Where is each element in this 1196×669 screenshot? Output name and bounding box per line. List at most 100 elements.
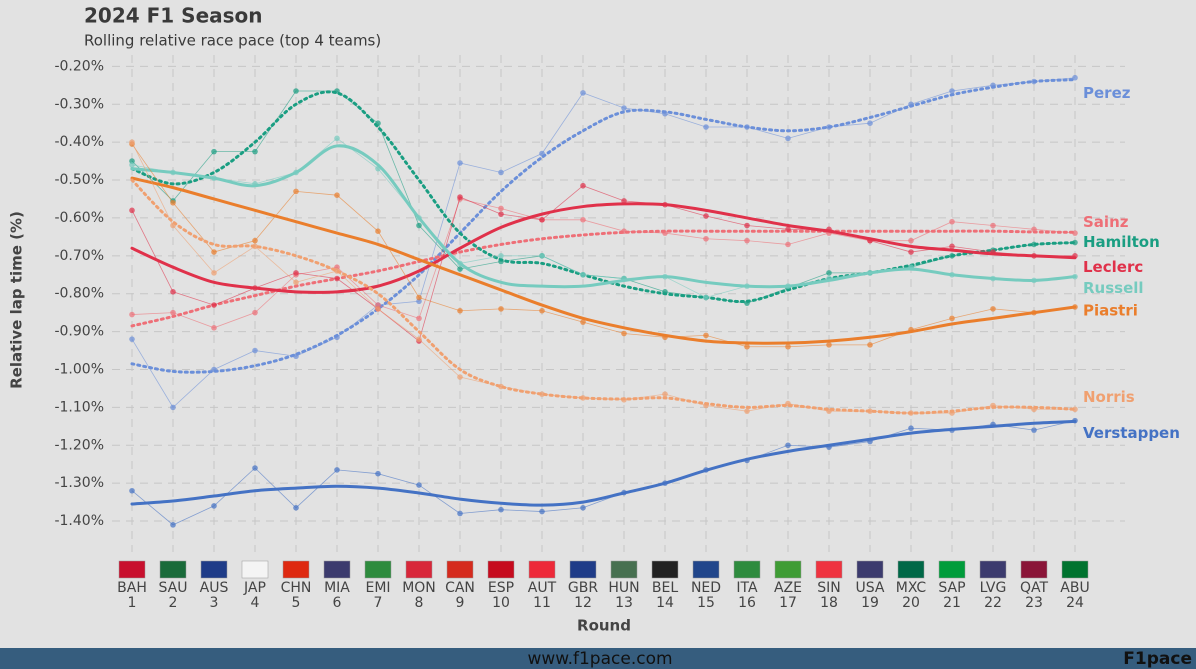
x-tick-round: 1 — [128, 595, 137, 611]
x-tick-round: 3 — [210, 595, 219, 611]
series-label: Sainz — [1083, 213, 1129, 231]
y-tick-label: -0.50% — [54, 172, 104, 188]
y-tick-label: -1.00% — [54, 361, 104, 377]
raw-point — [293, 270, 299, 276]
x-tick-round: 24 — [1066, 595, 1084, 611]
raw-point — [539, 253, 545, 259]
raw-point — [539, 508, 545, 515]
raw-point — [334, 192, 340, 198]
flag-icon — [487, 560, 515, 579]
raw-point — [539, 307, 545, 314]
raw-point — [1072, 74, 1078, 81]
raw-point — [580, 90, 586, 96]
flag-icon — [897, 560, 925, 579]
raw-point — [211, 325, 217, 331]
x-tick-round: 19 — [861, 595, 879, 611]
raw-point — [744, 408, 750, 414]
raw-line — [131, 198, 1076, 329]
raw-point — [785, 226, 791, 233]
raw-point — [580, 271, 586, 278]
flag-icon — [569, 560, 597, 579]
x-tick-label: JAP — [243, 580, 266, 596]
flag-icon — [446, 560, 474, 579]
raw-point — [293, 279, 299, 286]
raw-point — [703, 235, 709, 242]
footer-url: www.f1pace.com — [527, 649, 672, 669]
flag-icon — [405, 560, 433, 579]
raw-point — [744, 237, 750, 244]
raw-point — [498, 306, 504, 312]
x-tick-label: EMI — [365, 580, 390, 596]
raw-point — [211, 148, 217, 155]
x-tick-round: 4 — [251, 595, 260, 611]
x-tick-round: 8 — [415, 595, 424, 611]
x-tick-label: ITA — [736, 580, 758, 596]
y-axis-title: Relative lap time (%) — [8, 211, 26, 389]
raw-point — [129, 487, 135, 494]
flag-icon — [323, 560, 351, 579]
raw-line — [131, 143, 1076, 348]
raw-point — [129, 207, 135, 214]
series-label: Russell — [1083, 279, 1144, 297]
flag-icon — [774, 560, 802, 579]
raw-point — [621, 330, 627, 337]
raw-point — [416, 315, 422, 322]
raw-point — [129, 311, 135, 318]
flag-icon — [282, 560, 310, 579]
raw-point — [252, 309, 258, 316]
x-tick-label: CHN — [281, 580, 312, 596]
x-tick-label: QAT — [1020, 580, 1049, 596]
raw-point — [252, 465, 258, 471]
raw-point — [293, 188, 299, 195]
raw-point — [375, 470, 381, 477]
raw-point — [498, 169, 504, 176]
flag-icon — [528, 560, 556, 579]
raw-point — [949, 243, 955, 250]
raw-point — [498, 205, 504, 212]
raw-point — [703, 213, 709, 219]
raw-point — [211, 249, 217, 255]
raw-point — [457, 266, 463, 272]
raw-point — [744, 343, 750, 350]
raw-point — [908, 237, 914, 244]
raw-point — [785, 135, 791, 142]
flag-icon — [692, 560, 720, 579]
y-tick-label: -1.20% — [54, 437, 104, 453]
raw-point — [949, 315, 955, 322]
raw-point — [498, 211, 504, 217]
raw-point — [211, 270, 217, 276]
raw-point — [170, 309, 176, 316]
raw-point — [580, 319, 586, 325]
raw-point — [457, 374, 463, 380]
raw-point — [457, 194, 463, 200]
trend-line — [130, 419, 1077, 507]
x-tick-round: 18 — [820, 595, 838, 611]
raw-point — [908, 249, 914, 255]
y-tick-label: -0.60% — [54, 210, 104, 226]
x-tick-round: 5 — [292, 595, 301, 611]
series-label: Piastri — [1083, 301, 1138, 319]
raw-point — [211, 302, 217, 308]
y-tick-label: -0.90% — [54, 324, 104, 340]
raw-point — [498, 506, 504, 513]
footer-bar — [0, 648, 1196, 669]
raw-point — [170, 289, 176, 295]
x-tick-label: MXC — [896, 580, 927, 596]
x-tick-round: 21 — [943, 595, 961, 611]
x-tick-round: 17 — [779, 595, 797, 611]
x-tick-label: ABU — [1060, 580, 1089, 596]
flag-icon — [364, 560, 392, 579]
y-tick-label: -0.40% — [54, 134, 104, 150]
raw-point — [785, 241, 791, 248]
raw-point — [457, 510, 463, 517]
raw-line — [131, 77, 1076, 409]
trend-line — [130, 202, 1077, 294]
raw-point — [703, 332, 709, 339]
raw-point — [416, 294, 422, 301]
flag-icon — [856, 560, 884, 579]
x-tick-round: 7 — [374, 595, 383, 611]
x-tick-label: NED — [691, 580, 721, 596]
flag-icon — [159, 560, 187, 579]
raw-point — [1031, 427, 1037, 433]
